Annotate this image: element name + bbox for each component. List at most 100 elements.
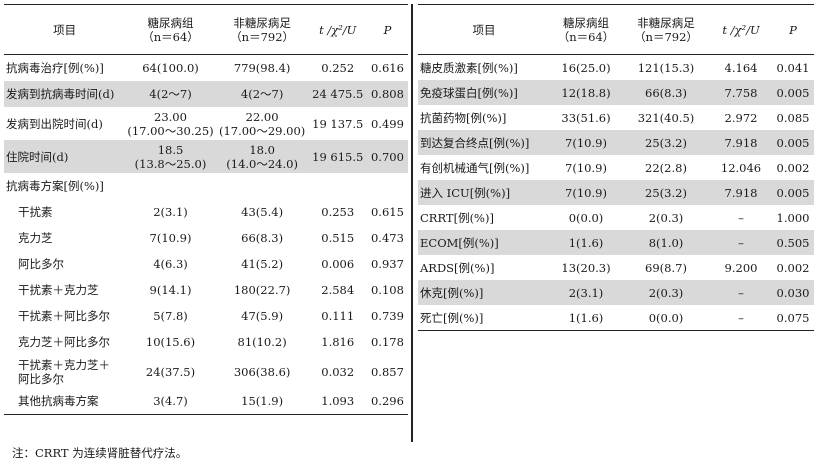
row-label: 发病到出院时间(d)	[4, 107, 125, 140]
row-label: 干扰素＋克力芝	[4, 277, 125, 303]
cell-stat: 7.758	[710, 80, 772, 105]
cell-non-dm-value: 81(10.2)	[237, 335, 287, 349]
cell-stat: –	[738, 310, 744, 325]
left-table-body: 抗病毒治疗[例(%)] 64(100.0) 779(98.4) 0.252 0.616 发…	[4, 55, 408, 415]
cell-p: 0.616	[370, 61, 404, 75]
cell-p: 0.178	[370, 335, 404, 349]
cell-stat: 0.515	[321, 231, 355, 245]
cell-non-dm: 15(1.9)	[216, 388, 309, 415]
cell-dm: 24(37.5)	[125, 355, 215, 388]
cell-stat: 2.584	[321, 283, 355, 297]
cell-dm: 18.5 (13.8～25.0)	[125, 140, 216, 173]
cell-non-dm-value: 779(98.4)	[233, 61, 291, 75]
cell-stat: 0.032	[321, 364, 355, 379]
table-row: 抗菌药物[例(%)] 33(51.6) 321(40.5) 2.972 0.085	[418, 105, 814, 130]
cell-p: 0.739	[370, 309, 404, 323]
cell-p: 0.005	[772, 130, 814, 155]
row-label-text: 干扰素＋克力芝＋	[18, 357, 110, 372]
cell-dm: 12(18.8)	[550, 80, 622, 105]
cell-non-dm: 43(5.4)	[216, 199, 309, 225]
row-label: 干扰素	[4, 199, 125, 225]
cell-non-dm: 69(8.7)	[622, 255, 710, 280]
cell-p: 0.499	[370, 116, 404, 131]
row-label: 死亡[例(%)]	[418, 305, 550, 331]
table-row: 干扰素＋克力芝 9(14.1) 180(22.7) 2.584 0.108	[4, 277, 408, 303]
table-row: 克力芝 7(10.9) 66(8.3) 0.515 0.473	[4, 225, 408, 251]
cell-stat: 12.046	[720, 160, 762, 175]
cell-stat: 0.253	[321, 205, 355, 219]
cell-dm: 33(51.6)	[550, 105, 622, 130]
row-label-text: ECOM[例(%)]	[420, 235, 499, 250]
cell-p: 0.808	[366, 81, 408, 107]
cell-non-dm: 18.0 (14.0～24.0)	[215, 140, 309, 173]
right-header-row: 项目 糖尿病组 （n＝64） 非糖尿病足 （n＝792） t /χ²/U P	[418, 4, 814, 55]
row-label: 有创机械通气[例(%)]	[418, 155, 550, 180]
cell-stat: 24 475.5	[308, 81, 367, 107]
header-stat: t /χ²/U	[722, 22, 760, 37]
cell-dm-value: 7(10.9)	[565, 185, 607, 200]
cell-dm-value: 33(51.6)	[561, 110, 611, 125]
cell-dm-value: 13(20.3)	[561, 260, 611, 275]
cell-p: 0.505	[772, 230, 814, 255]
cell-dm: 7(10.9)	[550, 130, 622, 155]
row-label-text: 阿比多尔	[18, 257, 64, 271]
cell-non-dm: 306(38.6)	[216, 355, 309, 388]
cell-p	[367, 173, 408, 199]
header-dm: 糖尿病组 （n＝64）	[557, 15, 615, 44]
cell-non-dm: 4(2～7)	[215, 81, 309, 107]
cell-p: 0.296	[370, 394, 404, 408]
row-label-text: 发病到出院时间(d)	[6, 116, 103, 131]
row-label: 干扰素＋阿比多尔	[4, 303, 125, 329]
cell-non-dm: 25(3.2)	[622, 180, 710, 205]
cell-non-dm: 121(15.3)	[622, 55, 710, 81]
cell-dm: 16(25.0)	[550, 55, 622, 81]
cell-stat: 4.164	[724, 60, 758, 75]
row-label: ARDS[例(%)]	[418, 255, 550, 280]
table-row: 干扰素＋克力芝＋ 阿比多尔 24(37.5) 306(38.6) 0.032 0.857	[4, 355, 408, 388]
cell-p: 0.473	[370, 231, 404, 245]
cell-non-dm-value: 2(0.3)	[648, 285, 684, 300]
header-stat: t /χ²/U	[319, 22, 357, 37]
cell-non-dm-value: 306(38.6)	[233, 364, 291, 379]
row-label-text: 抗菌药物[例(%)]	[420, 110, 507, 125]
row-label-text: 到达复合终点[例(%)]	[420, 135, 530, 150]
cell-stat: 9.200	[724, 260, 758, 275]
cell-non-dm: 779(98.4)	[216, 55, 309, 82]
cell-p: 0.005	[772, 80, 814, 105]
cell-dm-value: 7(10.9)	[565, 160, 607, 175]
cell-dm: 4(2～7)	[125, 81, 216, 107]
cell-dm-value: 24(37.5)	[145, 364, 196, 379]
row-label-text: 克力芝＋阿比多尔	[18, 335, 110, 349]
cell-non-dm: 66(8.3)	[216, 225, 309, 251]
header-non-dm: 非糖尿病足 （n＝792）	[634, 15, 698, 44]
table-row: 干扰素＋阿比多尔 5(7.8) 47(5.9) 0.111 0.739	[4, 303, 408, 329]
row-label-text: CRRT[例(%)]	[420, 210, 494, 225]
cell-stat: –	[738, 210, 744, 225]
cell-dm: 5(7.8)	[125, 303, 215, 329]
row-label: 阿比多尔	[4, 251, 125, 277]
left-table: 项目 糖尿病组 （n＝64） 非糖尿病足 （n＝792） t /χ²/U P 抗病毒…	[4, 4, 408, 415]
cell-non-dm: 2(0.3)	[622, 280, 710, 305]
right-table-body: 糖皮质激素[例(%)] 16(25.0) 121(15.3) 4.164 0.041 免疫…	[418, 55, 814, 331]
table-row: 有创机械通气[例(%)] 7(10.9) 22(2.8) 12.046 0.002	[418, 155, 814, 180]
table-row: 糖皮质激素[例(%)] 16(25.0) 121(15.3) 4.164 0.041	[418, 55, 814, 81]
cell-non-dm-value: 43(5.4)	[241, 205, 284, 219]
row-label: 其他抗病毒方案	[4, 388, 125, 415]
cell-dm-value: 7(10.9)	[565, 135, 607, 150]
right-table: 项目 糖尿病组 （n＝64） 非糖尿病足 （n＝792） t /χ²/U P 糖皮质…	[418, 4, 814, 331]
row-label-text: 克力芝	[18, 231, 53, 245]
row-label-text: ARDS[例(%)]	[420, 260, 495, 275]
cell-non-dm-value: 180(22.7)	[233, 283, 291, 297]
table-row: CRRT[例(%)] 0(0.0) 2(0.3) – 1.000	[418, 205, 814, 230]
row-label-text: 抗病毒方案[例(%)]	[6, 179, 104, 193]
header-item: 项目	[472, 22, 496, 37]
table-row: 住院时间(d) 18.5 (13.8～25.0) 18.0 (14.0～24.0) 19 …	[4, 140, 408, 173]
cell-dm-value: 3(4.7)	[153, 394, 188, 408]
cell-dm-range: (17.00～30.25)	[127, 123, 214, 138]
table-row: 阿比多尔 4(6.3) 41(5.2) 0.006 0.937	[4, 251, 408, 277]
row-label-text: 有创机械通气[例(%)]	[420, 160, 530, 175]
cell-stat	[309, 173, 367, 199]
cell-non-dm: 47(5.9)	[216, 303, 309, 329]
cell-non-dm: 22.00 (17.00～29.00)	[216, 107, 309, 140]
cell-dm: 1(1.6)	[550, 305, 622, 331]
